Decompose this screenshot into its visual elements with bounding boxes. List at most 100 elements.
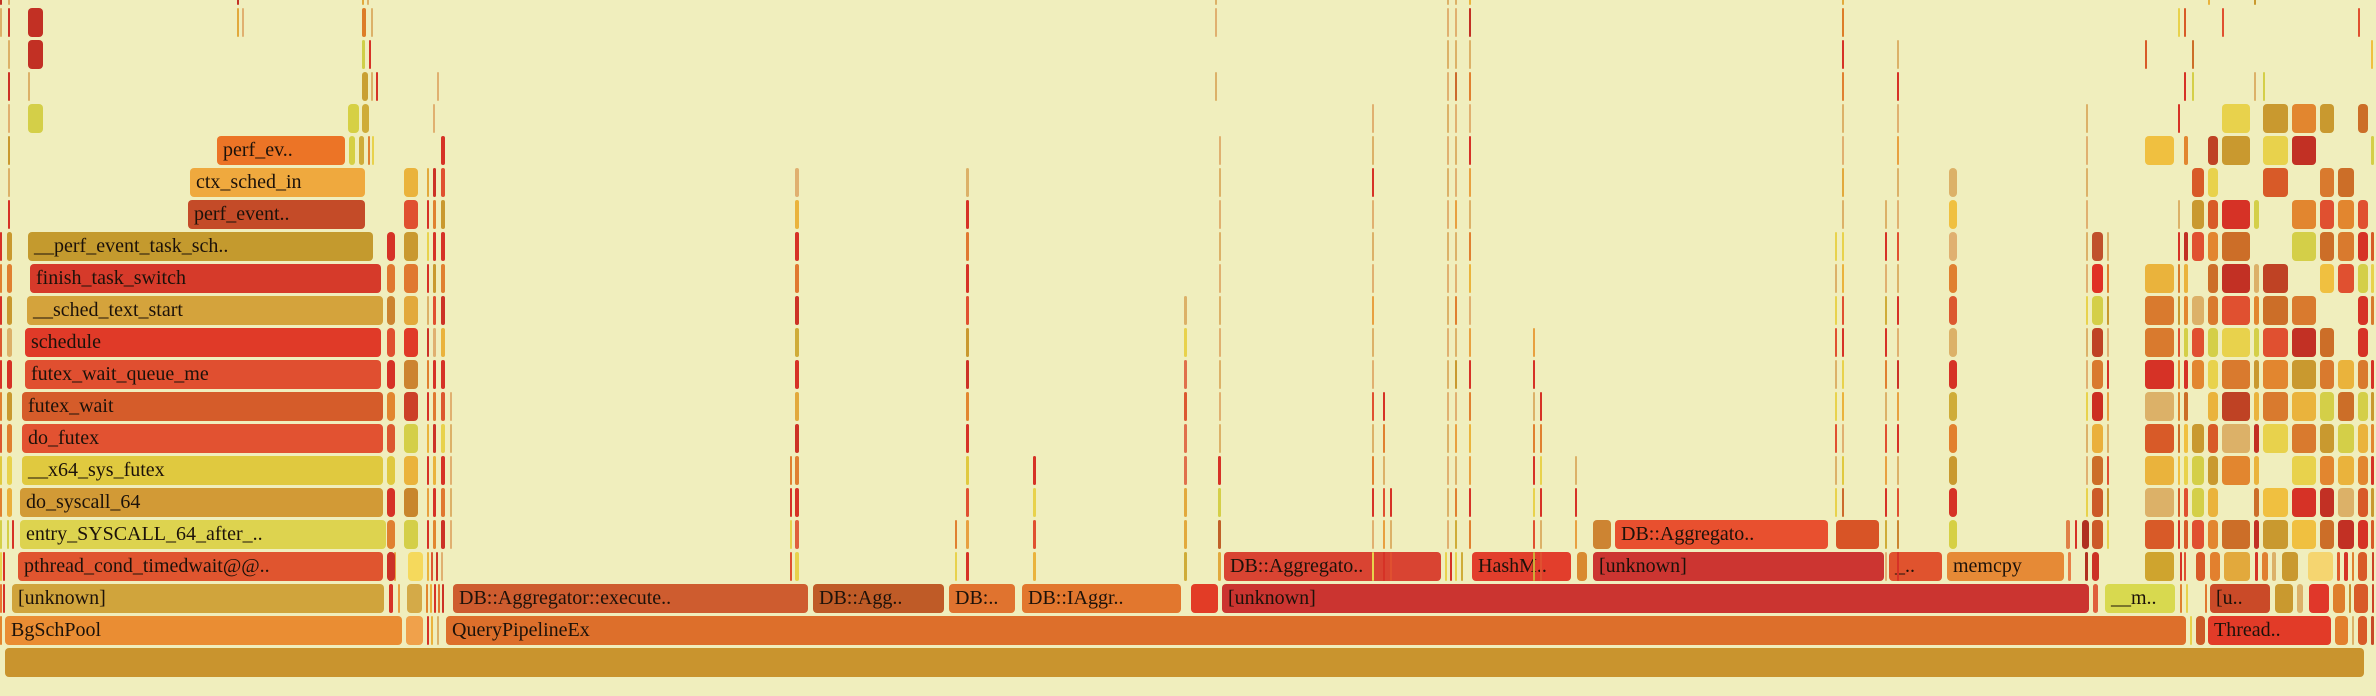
frame-unlabeled[interactable] xyxy=(1219,424,1221,453)
frame-unlabeled[interactable] xyxy=(438,584,440,613)
frame-unlabeled[interactable] xyxy=(955,552,957,581)
frame-unlabeled[interactable] xyxy=(1540,488,1542,517)
frame-unlabeled[interactable] xyxy=(2192,168,2204,197)
frame-unlabeled[interactable] xyxy=(966,392,969,421)
frame-unlabeled[interactable] xyxy=(2208,136,2218,165)
frame-unlabeled[interactable] xyxy=(2092,392,2103,421)
frame-unlabeled[interactable] xyxy=(2254,328,2259,357)
frame-unlabeled[interactable] xyxy=(2107,424,2109,453)
frame-unlabeled[interactable] xyxy=(441,392,445,421)
frame-unlabeled[interactable] xyxy=(1455,392,1457,421)
frame-unlabeled[interactable] xyxy=(1842,232,1844,261)
frame-unlabeled[interactable] xyxy=(2205,584,2207,613)
frame-unlabeled[interactable] xyxy=(441,552,443,581)
frame-do-futex[interactable]: do_futex xyxy=(22,424,383,453)
frame-unlabeled[interactable] xyxy=(1533,520,1535,549)
frame-unlabeled[interactable] xyxy=(2107,264,2109,293)
frame-unlabeled[interactable] xyxy=(2282,552,2298,581)
frame-unlabeled[interactable] xyxy=(1372,104,1374,133)
frame-unlabeled[interactable] xyxy=(966,232,969,261)
frame-unlabeled[interactable] xyxy=(2086,456,2088,485)
frame-unlabeled[interactable] xyxy=(1447,328,1449,357)
frame-unlabeled[interactable] xyxy=(2208,0,2210,5)
frame-perf-ev[interactable]: perf_ev.. xyxy=(217,136,345,165)
frame-unlabeled[interactable] xyxy=(1469,456,1471,485)
frame-unlabeled[interactable] xyxy=(2222,200,2250,229)
frame-unlabeled[interactable] xyxy=(2192,72,2194,101)
frame-unlabeled[interactable] xyxy=(387,392,395,421)
frame-unlabeled[interactable] xyxy=(1949,296,1957,325)
frame-unlabeled[interactable] xyxy=(387,264,395,293)
frame-unlabeled[interactable] xyxy=(0,264,2,293)
frame-unlabeled[interactable] xyxy=(0,232,2,261)
frame-unlabeled[interactable] xyxy=(2320,264,2334,293)
frame-unlabeled[interactable] xyxy=(2178,104,2180,133)
frame-unlabeled[interactable] xyxy=(371,8,373,37)
frame-unlabeled[interactable] xyxy=(1447,72,1449,101)
frame-unlabeled[interactable] xyxy=(2192,488,2204,517)
frame-unlabeled[interactable] xyxy=(2338,232,2354,261)
frame-unlabeled[interactable] xyxy=(2145,40,2147,69)
frame-unlabeled[interactable] xyxy=(1533,328,1535,357)
frame-unlabeled[interactable] xyxy=(362,104,369,133)
frame-unlabeled[interactable] xyxy=(427,264,429,293)
frame-unlabeled[interactable] xyxy=(1219,328,1221,357)
frame-unlabeled[interactable] xyxy=(2254,392,2259,421)
frame-unlabeled[interactable] xyxy=(433,296,436,325)
frame-unlabeled[interactable] xyxy=(1842,200,1844,229)
frame-unlabeled[interactable] xyxy=(431,616,433,645)
frame-unlabeled[interactable] xyxy=(1372,200,1374,229)
frame-unlabeled[interactable] xyxy=(8,72,10,101)
frame-unlabeled[interactable] xyxy=(2372,584,2374,613)
frame-unlabeled[interactable] xyxy=(371,72,373,101)
frame-unlabeled[interactable] xyxy=(1447,136,1449,165)
frame-unlabeled[interactable] xyxy=(1949,456,1957,485)
frame-unlabeled[interactable] xyxy=(2263,104,2288,133)
frame-unlabeled[interactable] xyxy=(2254,264,2259,293)
frame-unlabeled[interactable] xyxy=(2254,296,2259,325)
frame-unlabeled[interactable] xyxy=(2263,72,2265,101)
frame-unlabeled[interactable] xyxy=(2192,360,2204,389)
frame-unlabeled[interactable] xyxy=(7,264,12,293)
frame-unlabeled[interactable] xyxy=(2254,0,2256,5)
frame-unlabeled[interactable] xyxy=(966,520,969,549)
frame-unlabeled[interactable] xyxy=(2263,360,2288,389)
frame-unlabeled[interactable] xyxy=(2184,488,2188,517)
frame-unlabeled[interactable] xyxy=(1533,424,1535,453)
frame-unlabeled[interactable] xyxy=(450,424,452,453)
frame-unlabeled[interactable] xyxy=(2086,392,2088,421)
frame-unlabeled[interactable] xyxy=(1033,552,1036,581)
frame-unlabeled[interactable] xyxy=(1372,424,1374,453)
frame-unlabeled[interactable] xyxy=(795,200,799,229)
frame-unlabeled[interactable] xyxy=(2192,328,2204,357)
frame-unlabeled[interactable] xyxy=(1447,296,1449,325)
frame-unlabeled[interactable] xyxy=(1885,520,1887,549)
frame-unlabeled[interactable] xyxy=(2263,424,2288,453)
frame-unlabeled[interactable] xyxy=(2371,232,2374,261)
frame-unlabeled[interactable] xyxy=(2092,520,2103,549)
frame-unlabeled[interactable] xyxy=(450,456,452,485)
frame-unlabeled[interactable] xyxy=(237,0,239,5)
frame-unlabeled[interactable] xyxy=(2178,424,2180,453)
frame-unlabeled[interactable] xyxy=(407,584,422,613)
frame-unknown[interactable]: [unknown] xyxy=(1593,552,1884,581)
frame-unlabeled[interactable] xyxy=(1897,360,1899,389)
frame-unlabeled[interactable] xyxy=(28,104,43,133)
frame-unlabeled[interactable] xyxy=(1372,136,1374,165)
frame-unlabeled[interactable] xyxy=(2358,264,2368,293)
frame-unlabeled[interactable] xyxy=(1455,8,1457,37)
frame-unlabeled[interactable] xyxy=(0,296,2,325)
frame-unlabeled[interactable] xyxy=(2333,584,2345,613)
frame-unlabeled[interactable] xyxy=(7,488,12,517)
frame-futex-wait-queue-me[interactable]: futex_wait_queue_me xyxy=(25,360,381,389)
frame-unlabeled[interactable] xyxy=(2208,168,2218,197)
frame-unlabeled[interactable] xyxy=(427,168,429,197)
frame-unlabeled[interactable] xyxy=(2075,520,2077,549)
frame-unlabeled[interactable] xyxy=(2178,200,2180,229)
frame-unlabeled[interactable] xyxy=(1219,136,1221,165)
frame-unlabeled[interactable] xyxy=(2092,296,2103,325)
frame-unlabeled[interactable] xyxy=(2208,200,2218,229)
frame-unlabeled[interactable] xyxy=(2344,552,2348,581)
frame-unlabeled[interactable] xyxy=(2107,520,2109,549)
frame-unlabeled[interactable] xyxy=(242,8,244,37)
